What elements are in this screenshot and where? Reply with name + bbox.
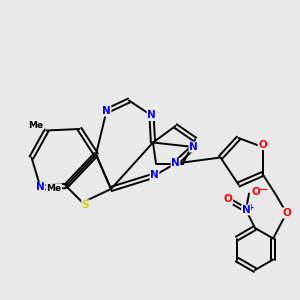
Text: N: N xyxy=(150,170,159,181)
Text: N: N xyxy=(36,182,45,193)
Text: N: N xyxy=(171,158,180,169)
Text: N: N xyxy=(189,142,198,152)
Text: N: N xyxy=(242,205,250,215)
Text: O: O xyxy=(224,194,232,205)
Text: Me: Me xyxy=(28,121,44,130)
Text: O: O xyxy=(282,208,291,218)
Text: N: N xyxy=(102,106,111,116)
Text: S: S xyxy=(82,200,89,210)
Text: O: O xyxy=(251,187,260,197)
Text: O: O xyxy=(258,140,267,150)
Text: −: − xyxy=(259,185,268,195)
Text: N: N xyxy=(147,110,156,121)
Text: Me: Me xyxy=(46,184,62,193)
Text: +: + xyxy=(248,203,254,212)
